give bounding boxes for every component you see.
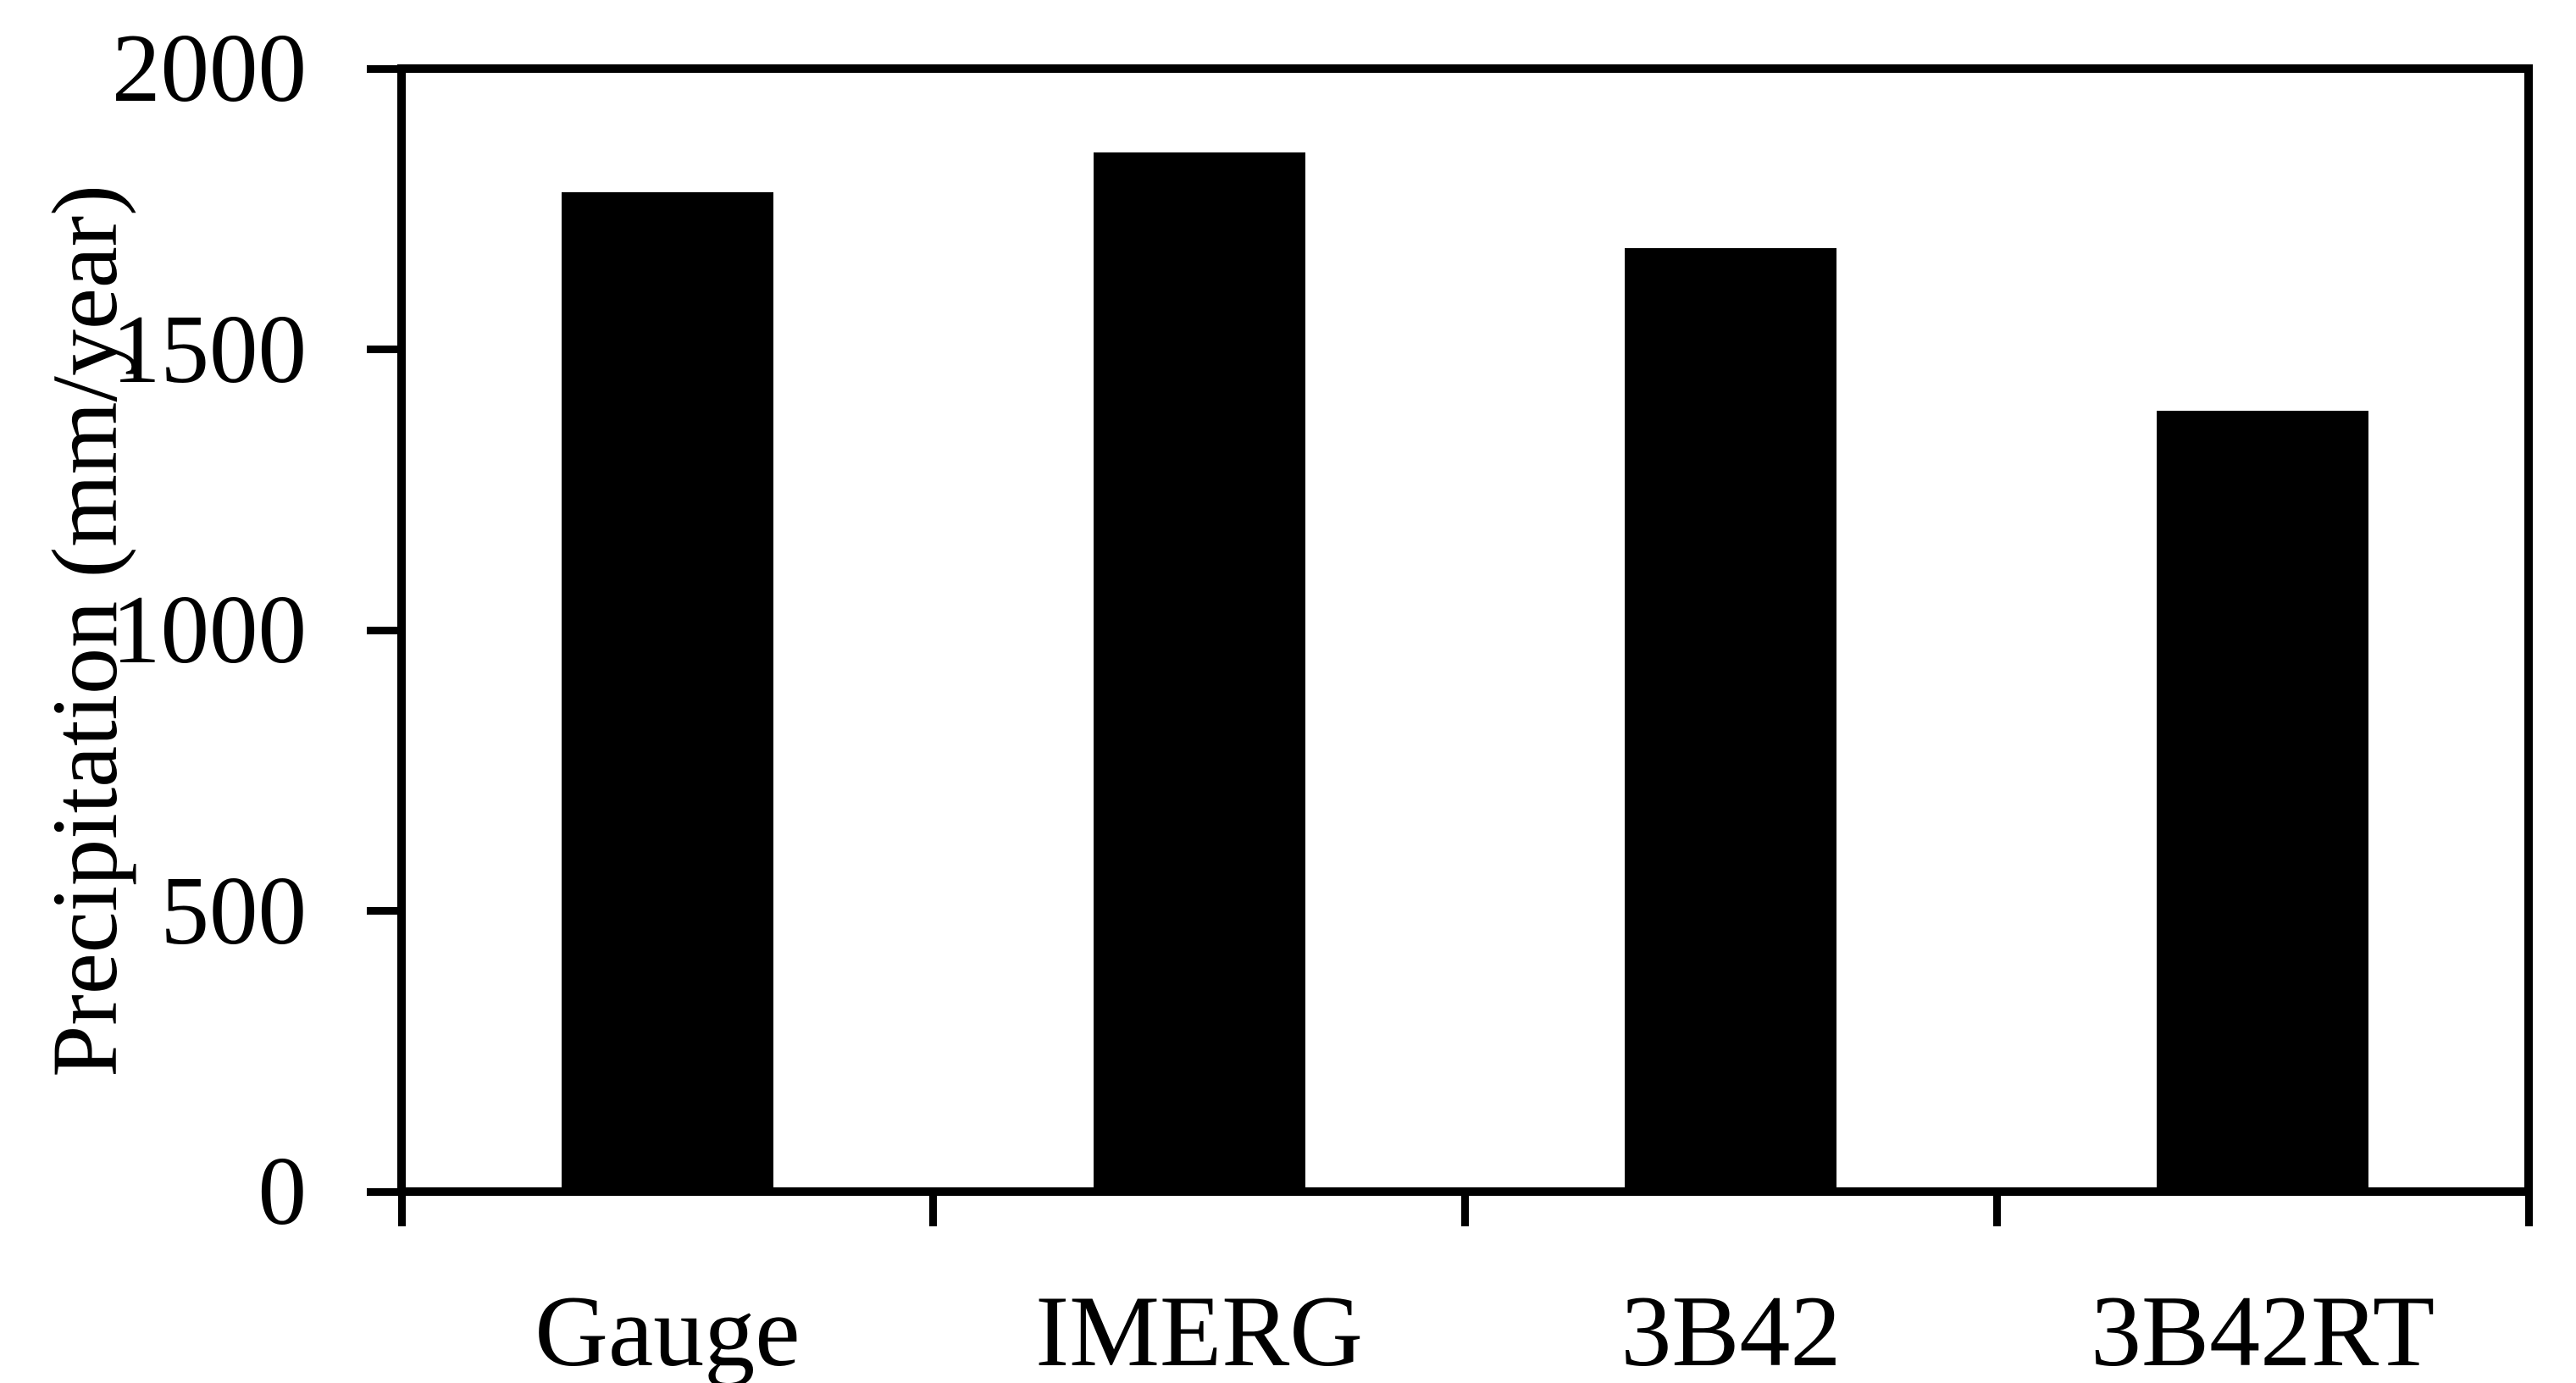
y-axis-tick [367, 907, 406, 915]
x-category-label-gauge: Gauge [535, 1275, 800, 1383]
bar-gauge [561, 191, 773, 1187]
bar-imerg [1093, 152, 1305, 1187]
y-tick-label: 0 [258, 1137, 307, 1245]
y-axis-tick [367, 1187, 406, 1196]
x-category-label-3b42: 3B42 [1620, 1275, 1842, 1383]
x-category-label-imerg: IMERG [1035, 1275, 1363, 1383]
bar-3b42rt [2157, 411, 2369, 1187]
x-axis-tick [397, 1196, 406, 1226]
y-tick-label: 1000 [112, 576, 307, 683]
y-axis-tick [367, 346, 406, 353]
y-tick-label: 1500 [112, 295, 307, 403]
x-axis-tick [1461, 1196, 1469, 1226]
y-axis-tick [367, 626, 406, 634]
x-category-label-3b42rt: 3B42RT [2091, 1275, 2435, 1383]
y-tick-label: 500 [160, 856, 307, 965]
x-axis-tick [2524, 1196, 2533, 1226]
y-tick-label: 2000 [112, 14, 307, 122]
bar-3b42 [1625, 248, 1837, 1187]
x-axis-tick [929, 1196, 938, 1226]
y-axis-tick [367, 64, 406, 73]
x-axis-tick [1992, 1196, 2001, 1226]
